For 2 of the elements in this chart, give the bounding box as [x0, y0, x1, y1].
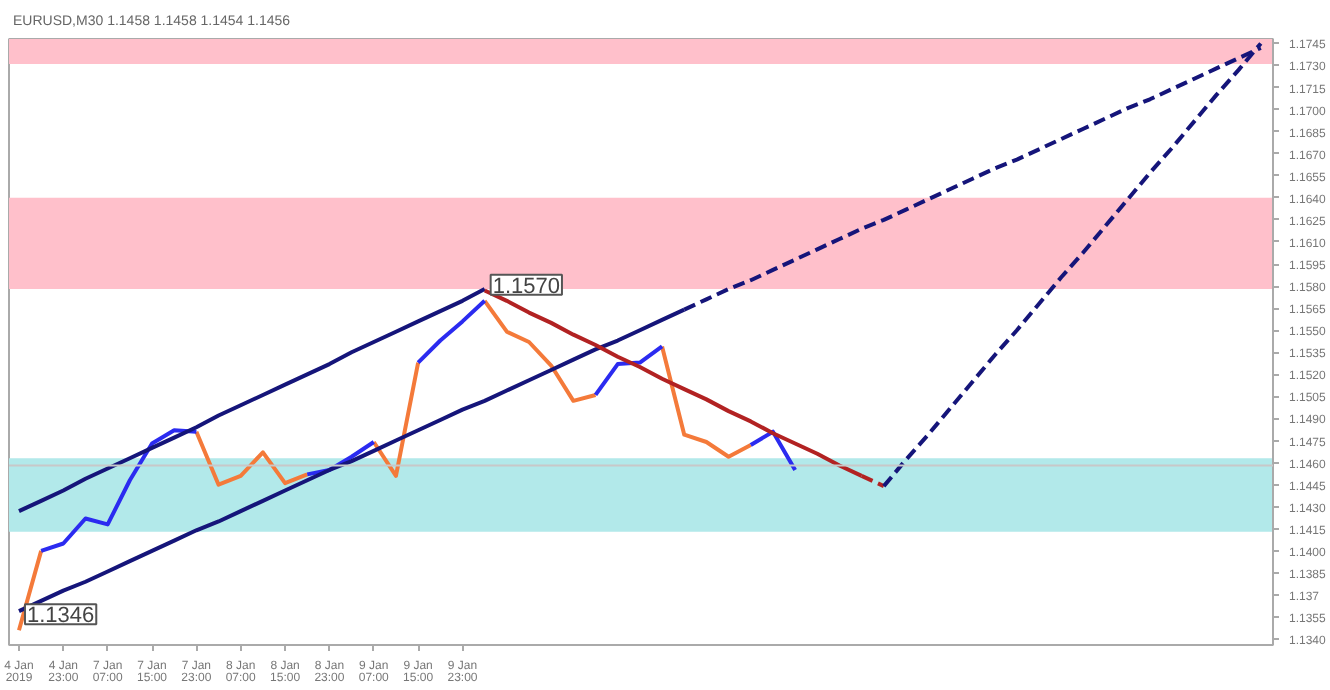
annotation: 1.1346: [26, 604, 95, 629]
annotation: 1.1570: [492, 274, 560, 299]
